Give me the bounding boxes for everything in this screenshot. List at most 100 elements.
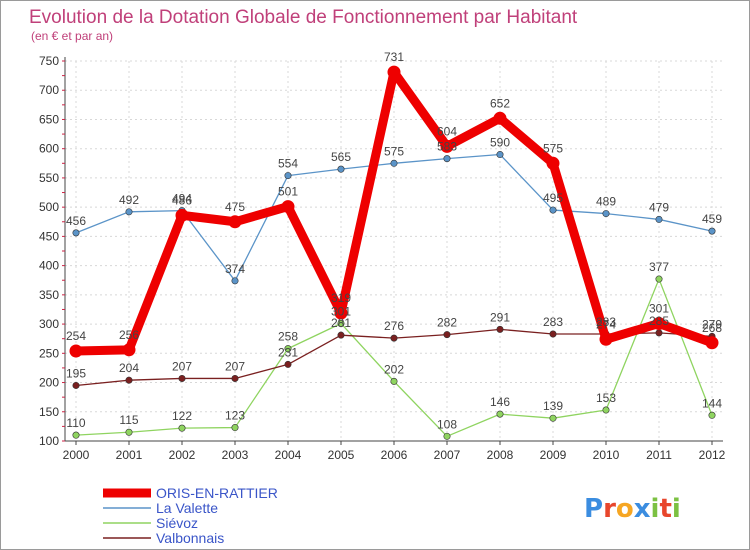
data-label: 495 — [543, 191, 563, 205]
data-label: 583 — [437, 140, 457, 154]
data-point — [231, 277, 239, 285]
data-label: 144 — [702, 396, 722, 410]
data-point — [337, 319, 345, 327]
data-point — [496, 325, 504, 333]
data-point — [178, 424, 186, 432]
logo-letter: r — [603, 494, 616, 524]
data-label: 256 — [119, 328, 139, 342]
legend-label: Siévoz — [156, 515, 198, 531]
legend-label: Valbonnais — [156, 530, 224, 546]
y-tick-label: 700 — [39, 83, 59, 97]
x-tick-label: 2002 — [169, 448, 196, 462]
data-point — [337, 165, 345, 173]
series-layer — [69, 65, 719, 440]
data-point — [390, 334, 398, 342]
x-tick-label: 2011 — [646, 448, 672, 462]
x-tick-label: 2001 — [116, 448, 143, 462]
data-point — [602, 406, 610, 414]
data-point — [231, 424, 239, 432]
data-point — [655, 275, 663, 283]
data-label: 274 — [596, 317, 616, 331]
data-label: 207 — [225, 359, 245, 373]
data-label: 207 — [172, 359, 192, 373]
data-label: 153 — [596, 391, 616, 405]
x-tick-label: 2003 — [222, 448, 249, 462]
data-point — [387, 65, 401, 79]
y-tick-label: 150 — [39, 405, 59, 419]
data-point — [69, 344, 83, 358]
data-label: 254 — [66, 329, 86, 343]
x-tick-label: 2007 — [434, 448, 461, 462]
data-label: 731 — [384, 50, 404, 64]
data-label: 459 — [702, 212, 722, 226]
x-tick-label: 2012 — [699, 448, 726, 462]
data-label: 204 — [119, 361, 139, 375]
data-point — [125, 376, 133, 384]
data-label: 202 — [384, 362, 404, 376]
data-point — [72, 431, 80, 439]
data-point — [281, 200, 295, 214]
data-label: 301 — [649, 301, 669, 315]
data-label: 268 — [702, 321, 722, 335]
data-label: 554 — [278, 157, 298, 171]
logo-text: Proxiti — [584, 494, 681, 524]
data-label: 475 — [225, 200, 245, 214]
data-labels: 254 256 486 475 501 319 731 604 652 575 274 301 268 4… — [66, 50, 722, 431]
data-point — [178, 374, 186, 382]
data-label: 139 — [543, 399, 563, 413]
legend-label: La Valette — [156, 500, 218, 516]
data-label: 319 — [331, 291, 351, 305]
data-point — [655, 215, 663, 223]
data-label: 494 — [172, 192, 192, 206]
data-point — [708, 227, 716, 235]
data-label: 590 — [490, 136, 510, 150]
y-tick-label: 350 — [39, 288, 59, 302]
axes: 100 150 200 250 300 350 400 450 500 550 600 650 700 7… — [39, 54, 726, 462]
y-tick-label: 750 — [39, 54, 59, 68]
data-point — [708, 411, 716, 419]
data-point — [546, 156, 560, 170]
logo-letter: t — [659, 494, 671, 524]
data-point — [440, 139, 454, 153]
data-point — [493, 111, 507, 125]
logo-letter: P — [584, 494, 603, 524]
data-label: 565 — [331, 150, 351, 164]
data-label: 374 — [225, 262, 245, 276]
data-label: 276 — [384, 319, 404, 333]
data-point — [390, 377, 398, 385]
data-point — [72, 229, 80, 237]
x-tick-label: 2005 — [328, 448, 355, 462]
x-tick-label: 2008 — [487, 448, 514, 462]
data-point — [334, 306, 348, 320]
data-point — [652, 316, 666, 330]
logo-letter: i — [672, 494, 681, 524]
data-label: 283 — [596, 315, 616, 329]
y-tick-label: 200 — [39, 376, 59, 390]
logo-letter: i — [651, 494, 660, 524]
data-point — [122, 343, 136, 357]
x-tick-label: 2006 — [381, 448, 408, 462]
data-point — [175, 208, 189, 222]
x-tick-label: 2004 — [275, 448, 302, 462]
data-point — [284, 360, 292, 368]
proxiti-logo: Proxiti — [584, 494, 681, 524]
data-point — [496, 151, 504, 159]
data-point — [443, 155, 451, 163]
data-point — [602, 210, 610, 218]
data-label: 110 — [66, 416, 85, 430]
data-label: 283 — [543, 315, 563, 329]
logo-letter: x — [634, 494, 651, 524]
x-tick-label: 2009 — [540, 448, 567, 462]
data-point — [443, 331, 451, 339]
data-point — [125, 208, 133, 216]
data-point — [228, 215, 242, 229]
data-label: 195 — [66, 366, 86, 380]
data-label: 479 — [649, 200, 669, 214]
chart-title: Evolution de la Dotation Globale de Fonc… — [29, 7, 578, 28]
data-point — [705, 336, 719, 350]
y-tick-label: 600 — [39, 142, 59, 156]
x-tick-label: 2010 — [593, 448, 620, 462]
data-label: 108 — [437, 417, 457, 431]
